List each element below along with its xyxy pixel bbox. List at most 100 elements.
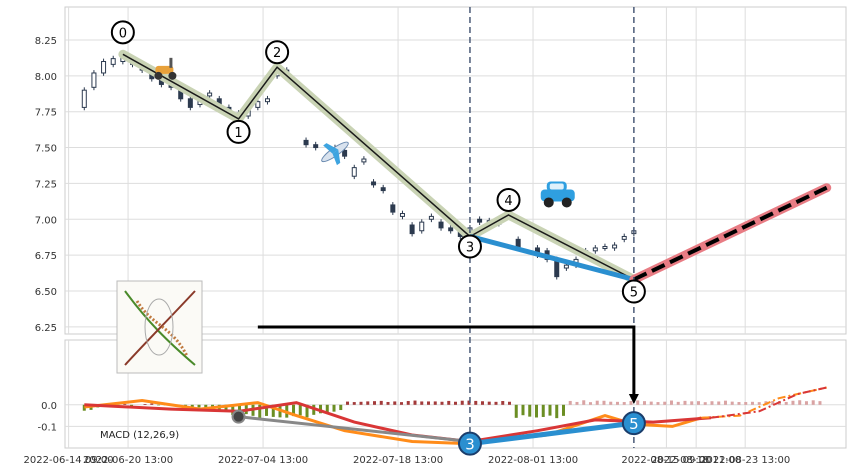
y-tick-label: 8.00 — [35, 72, 57, 83]
y-tick-label: 7.50 — [35, 144, 57, 155]
macd-histogram-bar — [717, 401, 720, 404]
macd-histogram-bar — [353, 402, 356, 405]
candle-body — [622, 236, 626, 239]
wave-point-label: 3 — [466, 240, 474, 255]
macd-histogram-bar — [683, 401, 686, 405]
macd-histogram-bar — [407, 401, 410, 405]
x-tick-label: 2022-08-01 13:00 — [488, 455, 578, 466]
macd-histogram-bar — [751, 402, 754, 405]
candle-body — [429, 216, 433, 219]
macd-histogram-bar — [805, 401, 808, 405]
candle-body — [265, 99, 269, 102]
macd-histogram-bar — [508, 402, 511, 405]
macd-histogram-bar — [798, 400, 801, 405]
y-tick-label: 6.50 — [35, 287, 57, 298]
x-tick-label: 2022-07-18 13:00 — [353, 455, 443, 466]
macd-histogram-bar — [123, 404, 126, 405]
candle-body — [564, 265, 568, 268]
macd-point-label: 3 — [465, 436, 475, 454]
macd-histogram-bar — [521, 405, 524, 415]
candle-body — [439, 222, 443, 228]
macd-histogram-bar — [643, 401, 646, 405]
y-tick-label: 6.25 — [35, 323, 57, 334]
macd-histogram-bar — [785, 402, 788, 405]
candle-body — [391, 205, 395, 212]
wave-point-label: 0 — [119, 26, 127, 41]
macd-histogram-bar — [515, 405, 518, 418]
scooter-wheel — [168, 72, 176, 80]
x-tick-label: 2022-07-04 13:00 — [218, 455, 308, 466]
macd-histogram-bar — [393, 401, 396, 404]
wave-point-label: 1 — [234, 126, 242, 141]
candle-body — [352, 168, 356, 177]
macd-histogram-bar — [670, 401, 673, 405]
macd-histogram-bar — [447, 401, 450, 405]
candle-body — [613, 245, 617, 248]
macd-histogram-bar — [366, 401, 369, 404]
macd-histogram-bar — [400, 402, 403, 405]
macd-histogram-bar — [420, 401, 423, 404]
macd-histogram-bar — [481, 401, 484, 405]
car-window — [550, 183, 564, 189]
candle-body — [420, 222, 424, 231]
candle-body — [208, 93, 212, 96]
diagram-thumbnail — [117, 281, 202, 373]
y-tick-label: 7.25 — [35, 179, 57, 190]
macd-histogram-bar — [555, 405, 558, 418]
candle-body — [362, 159, 366, 162]
macd-histogram-bar — [596, 401, 599, 405]
macd-histogram-bar — [144, 404, 147, 405]
macd-histogram-bar — [441, 402, 444, 405]
x-tick-label: 2022-06-20 13:00 — [83, 455, 173, 466]
y-tick-label: 7.00 — [35, 215, 57, 226]
macd-histogram-bar — [198, 405, 201, 408]
candle-body — [102, 62, 106, 73]
scooter-handle — [169, 58, 172, 68]
macd-histogram-bar — [710, 401, 713, 405]
candle-body — [111, 59, 115, 65]
macd-histogram-bar — [616, 402, 619, 405]
macd-point-label: 5 — [629, 415, 639, 433]
y-tick-label: 8.25 — [35, 36, 57, 47]
candle-body — [410, 225, 414, 234]
macd-histogram-bar — [414, 401, 417, 405]
macd-histogram-bar — [791, 401, 794, 405]
macd-histogram-bar — [609, 402, 612, 405]
macd-histogram-bar — [548, 405, 551, 416]
macd-histogram-bar — [461, 401, 464, 405]
candle-body — [449, 228, 453, 231]
macd-histogram-bar — [157, 405, 160, 406]
macd-histogram-bar — [427, 401, 430, 404]
macd-histogram-bar — [589, 402, 592, 405]
macd-histogram-bar — [501, 401, 504, 405]
macd-histogram-bar — [387, 402, 390, 405]
macd-histogram-bar — [542, 405, 545, 417]
macd-histogram-bar — [488, 402, 491, 405]
macd-histogram-bar — [562, 405, 565, 416]
macd-histogram-bar — [454, 402, 457, 405]
y-tick-label: 7.75 — [35, 108, 57, 119]
macd-histogram-bar — [731, 402, 734, 405]
macd-histogram-bar — [697, 401, 700, 405]
macd-histogram-bar — [812, 400, 815, 405]
candle-body — [381, 188, 385, 191]
macd-y-tick-label: 0.0 — [41, 401, 57, 412]
x-tick-label: 2022-08-23 13:00 — [700, 455, 790, 466]
macd-histogram-bar — [535, 405, 538, 418]
macd-histogram-bar — [528, 405, 531, 417]
macd-histogram-bar — [744, 402, 747, 405]
macd-histogram-bar — [346, 402, 349, 405]
candle-body — [400, 214, 404, 217]
candle-body — [343, 150, 347, 156]
macd-histogram-bar — [623, 402, 626, 405]
macd-histogram-bar — [360, 402, 363, 405]
candle-body — [304, 140, 308, 144]
scooter-wheel — [154, 72, 162, 80]
wave-point-label: 5 — [630, 286, 638, 301]
macd-histogram-bar — [575, 402, 578, 405]
macd-histogram-bar — [663, 402, 666, 405]
candle-body — [593, 248, 597, 251]
macd-histogram-bar — [758, 402, 761, 405]
candle-body — [188, 99, 192, 108]
